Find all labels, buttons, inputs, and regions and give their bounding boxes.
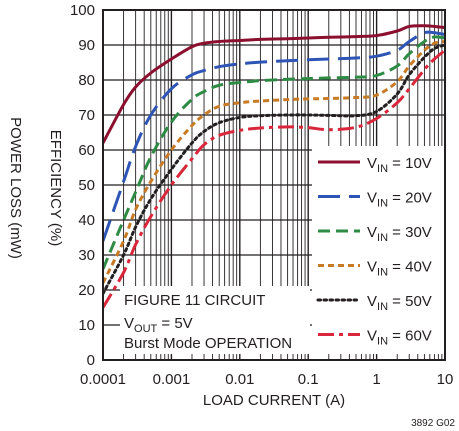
x-axis-label: LOAD CURRENT (A) bbox=[203, 392, 345, 409]
plot-frame bbox=[102, 9, 446, 361]
chart-series bbox=[103, 24, 445, 309]
figure-code: 3892 G02 bbox=[411, 418, 455, 429]
y-tick-label: 30 bbox=[78, 247, 95, 264]
x-tick-labels: 0.0001 0.001 0.01 0.1 1 10 bbox=[80, 371, 453, 388]
x-tick-label: 0.0001 bbox=[80, 371, 126, 388]
x-tick-label: 0.01 bbox=[225, 371, 254, 388]
legend-label-4: VIN = 40V bbox=[367, 259, 432, 279]
annotation-line-3: Burst Mode OPERATION bbox=[124, 335, 292, 352]
figure-annotation: FIGURE 11 CIRCUIT VOUT = 5V Burst Mode O… bbox=[120, 286, 310, 354]
y-tick-label: 10 bbox=[78, 317, 95, 334]
legend-label-5: VIN = 50V bbox=[367, 293, 432, 313]
y-axis-label: EFFICIENCY (%) bbox=[47, 130, 64, 246]
annotation-vout-value: = 5V bbox=[157, 315, 192, 332]
y-tick-label: 70 bbox=[78, 107, 95, 124]
secondary-y-axis-label: POWER LOSS (mW) bbox=[7, 117, 24, 259]
y-tick-label: 80 bbox=[78, 72, 95, 89]
x-tick-label: 0.001 bbox=[153, 371, 191, 388]
legend-background bbox=[312, 146, 444, 354]
annotation-background bbox=[120, 286, 310, 354]
series-line-4 bbox=[103, 40, 445, 284]
y-tick-label: 100 bbox=[70, 2, 95, 19]
y-tick-label: 40 bbox=[78, 212, 95, 229]
y-tick-label: 60 bbox=[78, 142, 95, 159]
x-tick-label: 1 bbox=[372, 371, 380, 388]
series-line-6 bbox=[103, 49, 445, 309]
annotation-vout-sub: OUT bbox=[134, 323, 158, 335]
legend-label-2: VIN = 20V bbox=[367, 190, 432, 210]
annotation-line-2: VOUT = 5V bbox=[124, 315, 193, 335]
legend-label-1: VIN = 10V bbox=[367, 155, 432, 175]
series-line-3 bbox=[103, 35, 445, 270]
annotation-vout-main: V bbox=[124, 315, 134, 332]
series-line-1 bbox=[103, 24, 445, 144]
y-tick-label: 50 bbox=[78, 177, 95, 194]
x-tick-label: 0.1 bbox=[298, 371, 319, 388]
chart-legend: VIN = 10V VIN = 20V VIN = 30V VIN = 40V VIN … bbox=[312, 146, 444, 354]
y-tick-label: 20 bbox=[78, 282, 95, 299]
x-tick-label: 10 bbox=[437, 371, 454, 388]
legend-label-6: VIN = 60V bbox=[367, 328, 432, 348]
y-tick-labels: 0 10 20 30 40 50 60 70 80 90 100 bbox=[70, 2, 95, 369]
y-tick-label: 0 bbox=[87, 352, 95, 369]
annotation-line-1: FIGURE 11 CIRCUIT bbox=[124, 292, 265, 309]
series-line-2 bbox=[103, 30, 445, 242]
y-tick-label: 90 bbox=[78, 37, 95, 54]
legend-label-3: VIN = 30V bbox=[367, 224, 432, 244]
series-line-5 bbox=[103, 43, 445, 295]
